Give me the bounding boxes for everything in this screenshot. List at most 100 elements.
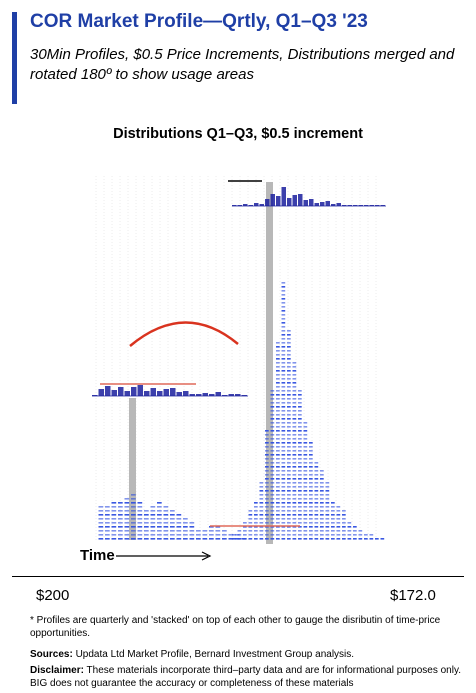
tpo-mark bbox=[347, 538, 352, 540]
tpo-mark bbox=[270, 406, 275, 408]
tpo-mark bbox=[124, 538, 130, 540]
tpo-mark bbox=[209, 526, 214, 528]
tpo-mark bbox=[292, 418, 297, 420]
tpo-mark bbox=[281, 450, 286, 452]
histogram-bar bbox=[235, 394, 241, 396]
tpo-mark bbox=[314, 462, 319, 464]
tpo-mark bbox=[150, 526, 156, 528]
tpo-mark bbox=[325, 518, 330, 520]
tpo-mark bbox=[309, 490, 313, 492]
histogram-bar bbox=[248, 205, 253, 206]
tpo-mark bbox=[325, 514, 330, 516]
tpo-mark bbox=[131, 538, 136, 540]
disclaimer-label: Disclaimer: bbox=[30, 665, 84, 676]
poc-band-q2 bbox=[266, 182, 273, 544]
tpo-mark bbox=[281, 314, 286, 316]
x-axis-label: Time bbox=[80, 547, 115, 564]
tpo-mark bbox=[131, 514, 136, 516]
tpo-mark bbox=[124, 534, 130, 536]
tpo-mark bbox=[281, 318, 286, 320]
tpo-mark bbox=[144, 522, 149, 524]
tpo-mark bbox=[287, 534, 291, 536]
tpo-mark bbox=[331, 510, 335, 512]
tpo-mark bbox=[276, 362, 280, 364]
tpo-mark bbox=[292, 374, 297, 376]
tpo-mark bbox=[276, 506, 280, 508]
tpo-mark bbox=[281, 518, 286, 520]
tpo-mark bbox=[298, 398, 302, 400]
tpo-mark bbox=[342, 522, 346, 524]
tpo-mark bbox=[303, 438, 308, 440]
tpo-mark bbox=[309, 478, 313, 480]
tpo-mark bbox=[303, 494, 308, 496]
tpo-mark bbox=[105, 518, 110, 520]
tpo-mark bbox=[111, 514, 117, 516]
tpo-mark bbox=[98, 506, 104, 508]
chart-title: Distributions Q1–Q3, $0.5 increment bbox=[113, 126, 363, 142]
tpo-mark bbox=[287, 346, 291, 348]
tpo-mark bbox=[281, 438, 286, 440]
tpo-mark bbox=[98, 534, 104, 536]
tpo-mark bbox=[232, 534, 236, 536]
tpo-mark bbox=[281, 414, 286, 416]
tpo-mark bbox=[276, 394, 280, 396]
poc-band-q1 bbox=[129, 398, 136, 540]
tpo-mark bbox=[303, 498, 308, 500]
tpo-mark bbox=[281, 482, 286, 484]
tpo-mark bbox=[170, 530, 175, 532]
tpo-mark bbox=[111, 502, 117, 504]
tpo-mark bbox=[281, 290, 286, 292]
tpo-mark bbox=[287, 334, 291, 336]
tpo-mark bbox=[320, 478, 324, 480]
tpo-mark bbox=[314, 478, 319, 480]
tpo-mark bbox=[270, 394, 275, 396]
tpo-mark bbox=[314, 502, 319, 504]
tpo-mark bbox=[237, 534, 242, 536]
tpo-mark bbox=[314, 494, 319, 496]
tpo-mark bbox=[320, 490, 324, 492]
tpo-mark bbox=[292, 526, 297, 528]
tpo-mark bbox=[309, 506, 313, 508]
tpo-mark bbox=[287, 478, 291, 480]
tpo-mark bbox=[292, 438, 297, 440]
tpo-mark bbox=[303, 458, 308, 460]
tpo-mark bbox=[287, 402, 291, 404]
tpo-mark bbox=[98, 530, 104, 532]
tpo-mark bbox=[309, 466, 313, 468]
tpo-mark bbox=[358, 534, 363, 536]
tpo-mark bbox=[320, 510, 324, 512]
histogram-bar bbox=[276, 196, 281, 206]
tpo-mark bbox=[276, 366, 280, 368]
tpo-mark bbox=[265, 454, 269, 456]
tpo-mark bbox=[270, 534, 275, 536]
tpo-mark bbox=[281, 466, 286, 468]
tpo-mark bbox=[336, 530, 341, 532]
tpo-mark bbox=[270, 522, 275, 524]
tpo-mark bbox=[243, 526, 247, 528]
tpo-mark bbox=[235, 534, 240, 536]
tpo-mark bbox=[287, 462, 291, 464]
tpo-mark bbox=[248, 522, 253, 524]
tpo-mark bbox=[298, 458, 302, 460]
tpo-mark bbox=[298, 422, 302, 424]
tpo-mark bbox=[270, 418, 275, 420]
tpo-mark bbox=[292, 454, 297, 456]
tpo-mark bbox=[157, 526, 162, 528]
tpo-mark bbox=[270, 450, 275, 452]
tpo-mark bbox=[303, 474, 308, 476]
tpo-mark bbox=[176, 518, 182, 520]
tpo-mark bbox=[124, 514, 130, 516]
tpo-mark bbox=[254, 530, 258, 532]
tpo-mark bbox=[270, 514, 275, 516]
tpo-mark bbox=[309, 518, 313, 520]
tpo-mark bbox=[270, 446, 275, 448]
tpo-mark bbox=[281, 398, 286, 400]
tpo-mark bbox=[276, 402, 280, 404]
tpo-mark bbox=[118, 506, 123, 508]
tpo-mark bbox=[320, 498, 324, 500]
tpo-mark bbox=[98, 538, 104, 540]
tpo-mark bbox=[270, 506, 275, 508]
tpo-mark bbox=[287, 378, 291, 380]
histogram-bar bbox=[215, 392, 221, 396]
tpo-mark bbox=[276, 518, 280, 520]
